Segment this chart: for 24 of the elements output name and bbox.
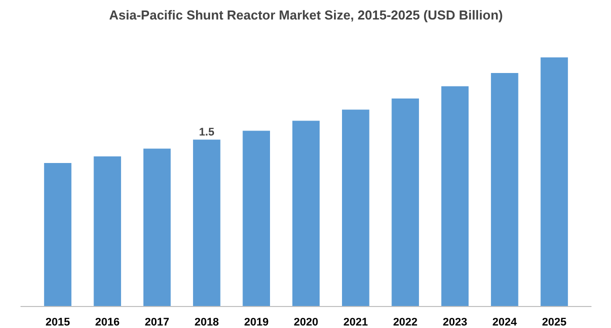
bar [193, 140, 220, 306]
x-tick-label: 2024 [492, 316, 518, 328]
bar [490, 72, 518, 306]
bar [342, 110, 370, 306]
x-tick-label: 2015 [46, 316, 70, 328]
bar [44, 163, 72, 306]
x-tick-label: 2019 [244, 316, 269, 328]
bar [441, 86, 469, 306]
bar [242, 130, 270, 306]
bar [540, 57, 568, 306]
bar [392, 98, 419, 306]
chart-title: Asia-Pacific Shunt Reactor Market Size, 2015-2025 (USD Billion) [109, 8, 503, 22]
x-tick-label: 2017 [144, 316, 170, 328]
x-tick-label: 2021 [343, 316, 368, 328]
bar [94, 156, 122, 306]
bar [143, 148, 171, 306]
data-label: 1.5 [199, 126, 214, 139]
bar [292, 120, 320, 306]
x-tick-label: 2020 [294, 316, 318, 328]
x-tick-label: 2016 [95, 316, 120, 328]
x-tick-label: 2022 [393, 316, 418, 328]
x-tick-label: 2018 [194, 316, 219, 328]
x-tick-label: 2025 [542, 316, 567, 328]
x-tick-label: 2023 [442, 316, 468, 328]
